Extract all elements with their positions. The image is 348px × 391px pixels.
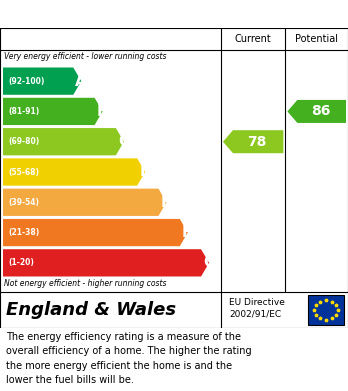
Polygon shape xyxy=(3,98,103,125)
Text: The energy efficiency rating is a measure of the
overall efficiency of a home. T: The energy efficiency rating is a measur… xyxy=(6,332,252,385)
Text: Energy Efficiency Rating: Energy Efficiency Rating xyxy=(9,7,219,22)
Text: A: A xyxy=(75,74,87,89)
Text: (1-20): (1-20) xyxy=(8,258,34,267)
Text: 86: 86 xyxy=(311,104,330,118)
Text: (81-91): (81-91) xyxy=(8,107,39,116)
Text: (69-80): (69-80) xyxy=(8,137,39,146)
Polygon shape xyxy=(287,100,346,123)
Text: 78: 78 xyxy=(247,135,267,149)
Text: Potential: Potential xyxy=(295,34,338,44)
Text: B: B xyxy=(97,104,108,119)
Polygon shape xyxy=(223,130,283,153)
Text: G: G xyxy=(203,255,215,270)
Text: EU Directive
2002/91/EC: EU Directive 2002/91/EC xyxy=(229,298,285,318)
Text: Current: Current xyxy=(235,34,271,44)
Polygon shape xyxy=(3,219,188,246)
Text: Not energy efficient - higher running costs: Not energy efficient - higher running co… xyxy=(4,279,166,288)
Text: (55-68): (55-68) xyxy=(8,167,39,176)
Polygon shape xyxy=(3,68,81,95)
Polygon shape xyxy=(3,128,124,155)
Text: (21-38): (21-38) xyxy=(8,228,39,237)
Text: C: C xyxy=(118,134,129,149)
Polygon shape xyxy=(3,188,166,216)
Polygon shape xyxy=(3,249,209,276)
Text: D: D xyxy=(139,165,152,179)
FancyBboxPatch shape xyxy=(308,295,344,325)
Text: Very energy efficient - lower running costs: Very energy efficient - lower running co… xyxy=(4,52,166,61)
Text: F: F xyxy=(182,225,192,240)
Text: England & Wales: England & Wales xyxy=(6,301,176,319)
Text: (39-54): (39-54) xyxy=(8,198,39,207)
Text: (92-100): (92-100) xyxy=(8,77,45,86)
Polygon shape xyxy=(3,158,145,186)
Text: E: E xyxy=(160,195,171,210)
